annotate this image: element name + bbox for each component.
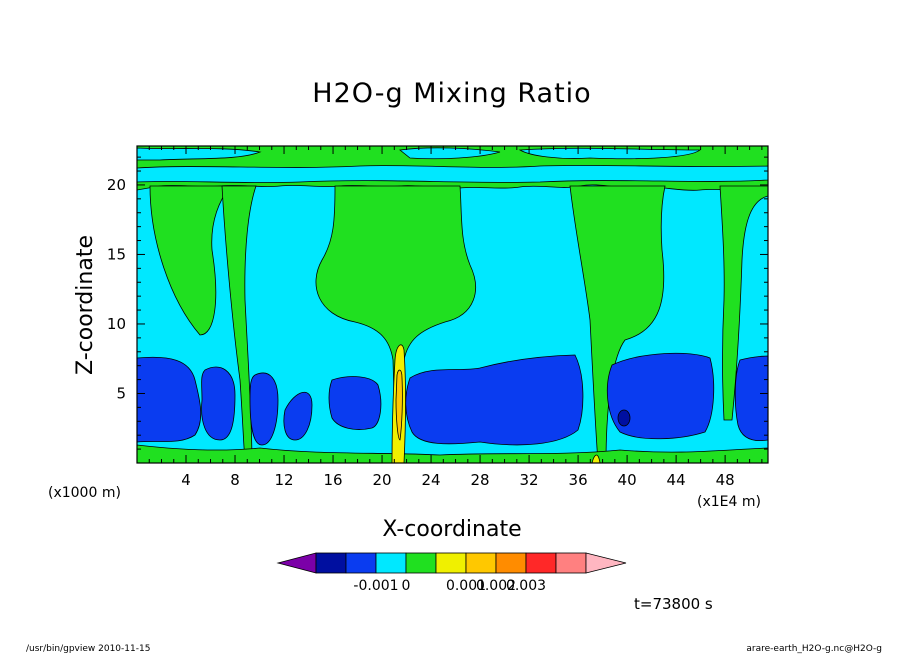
colorbar — [276, 552, 627, 574]
x-tick-label: 8 — [230, 471, 240, 489]
contour-blue-2 — [201, 366, 236, 441]
colorbar-tick-label: 0 — [402, 578, 411, 594]
contour-blue-7 — [607, 352, 715, 440]
contour-plume-3 — [569, 185, 666, 463]
colorbar-box — [465, 552, 497, 574]
contour-top-cyan-1 — [137, 147, 262, 161]
contour-blue-5 — [328, 376, 382, 430]
y-unit-note: (x1000 m) — [48, 485, 121, 501]
contour-blue-6 — [405, 354, 584, 446]
colorbar-tick-label: 0.003 — [506, 578, 546, 594]
y-tick-label: 20 — [107, 176, 126, 194]
colorbar-low-triangle — [276, 552, 317, 574]
x-tick-label: 16 — [323, 471, 342, 489]
contour-plume-4 — [719, 185, 768, 421]
contour-darkblue-cell — [617, 409, 631, 427]
x-tick-label: 12 — [274, 471, 293, 489]
colorbar-box — [345, 552, 377, 574]
x-tick-labels-group: 4 8 12 16 20 24 28 32 36 40 44 48 — [181, 471, 734, 489]
footer-right: arare-earth_H2O-g.nc@H2O-g — [746, 644, 882, 654]
y-tick-labels-group: 5 10 15 20 — [107, 176, 126, 403]
x-tick-label: 36 — [569, 471, 588, 489]
contour-blue-1 — [137, 356, 202, 443]
contour-blue-8 — [734, 355, 768, 442]
contour-orange-column — [395, 369, 403, 441]
contour-bottom-green — [137, 444, 768, 463]
contour-top-cyan-2 — [399, 147, 501, 160]
x-tick-label: 32 — [520, 471, 539, 489]
y-tick-label: 10 — [107, 315, 126, 333]
contour-top-cyan-4 — [137, 165, 768, 183]
plot-frame — [136, 145, 769, 464]
contour-top-cyan-3 — [518, 147, 702, 160]
colorbar-tick-label: -0.001 — [353, 578, 398, 594]
y-tick-label: 15 — [107, 245, 126, 263]
x-ticks-group — [148, 146, 763, 463]
colorbar-tick-label: 0.001 — [446, 578, 486, 594]
x-tick-label: 28 — [471, 471, 490, 489]
chart-title: H2O-g Mixing Ratio — [312, 78, 591, 109]
y-tick-label: 5 — [116, 384, 126, 402]
contour-plume-1 — [149, 185, 231, 336]
colorbar-box — [375, 552, 407, 574]
contour-blue-4 — [283, 392, 313, 441]
x-unit-note: (x1E4 m) — [697, 494, 761, 510]
x-tick-label: 48 — [716, 471, 735, 489]
colorbar-box — [405, 552, 437, 574]
contour-field — [137, 146, 768, 463]
x-tick-label: 24 — [422, 471, 441, 489]
x-axis-label: X-coordinate — [382, 517, 521, 542]
colorbar-box — [495, 552, 527, 574]
x-tick-label: 40 — [618, 471, 637, 489]
contour-plume-2 — [221, 185, 257, 463]
x-tick-label: 44 — [667, 471, 686, 489]
colorbar-high-triangle — [585, 552, 627, 574]
contour-blue-3 — [249, 372, 279, 446]
footer-left: /usr/bin/gpview 2010-11-15 — [26, 644, 150, 654]
time-label: t=73800 s — [634, 595, 713, 613]
y-ticks-group — [137, 156, 768, 450]
colorbar-box — [435, 552, 467, 574]
colorbar-box — [525, 552, 557, 574]
x-tick-label: 4 — [181, 471, 191, 489]
colorbar-tick-label: 0.002 — [476, 578, 516, 594]
colorbar-box — [315, 552, 347, 574]
x-tick-label: 20 — [373, 471, 392, 489]
y-axis-label: Z-coordinate — [73, 235, 98, 375]
colorbar-box — [555, 552, 587, 574]
